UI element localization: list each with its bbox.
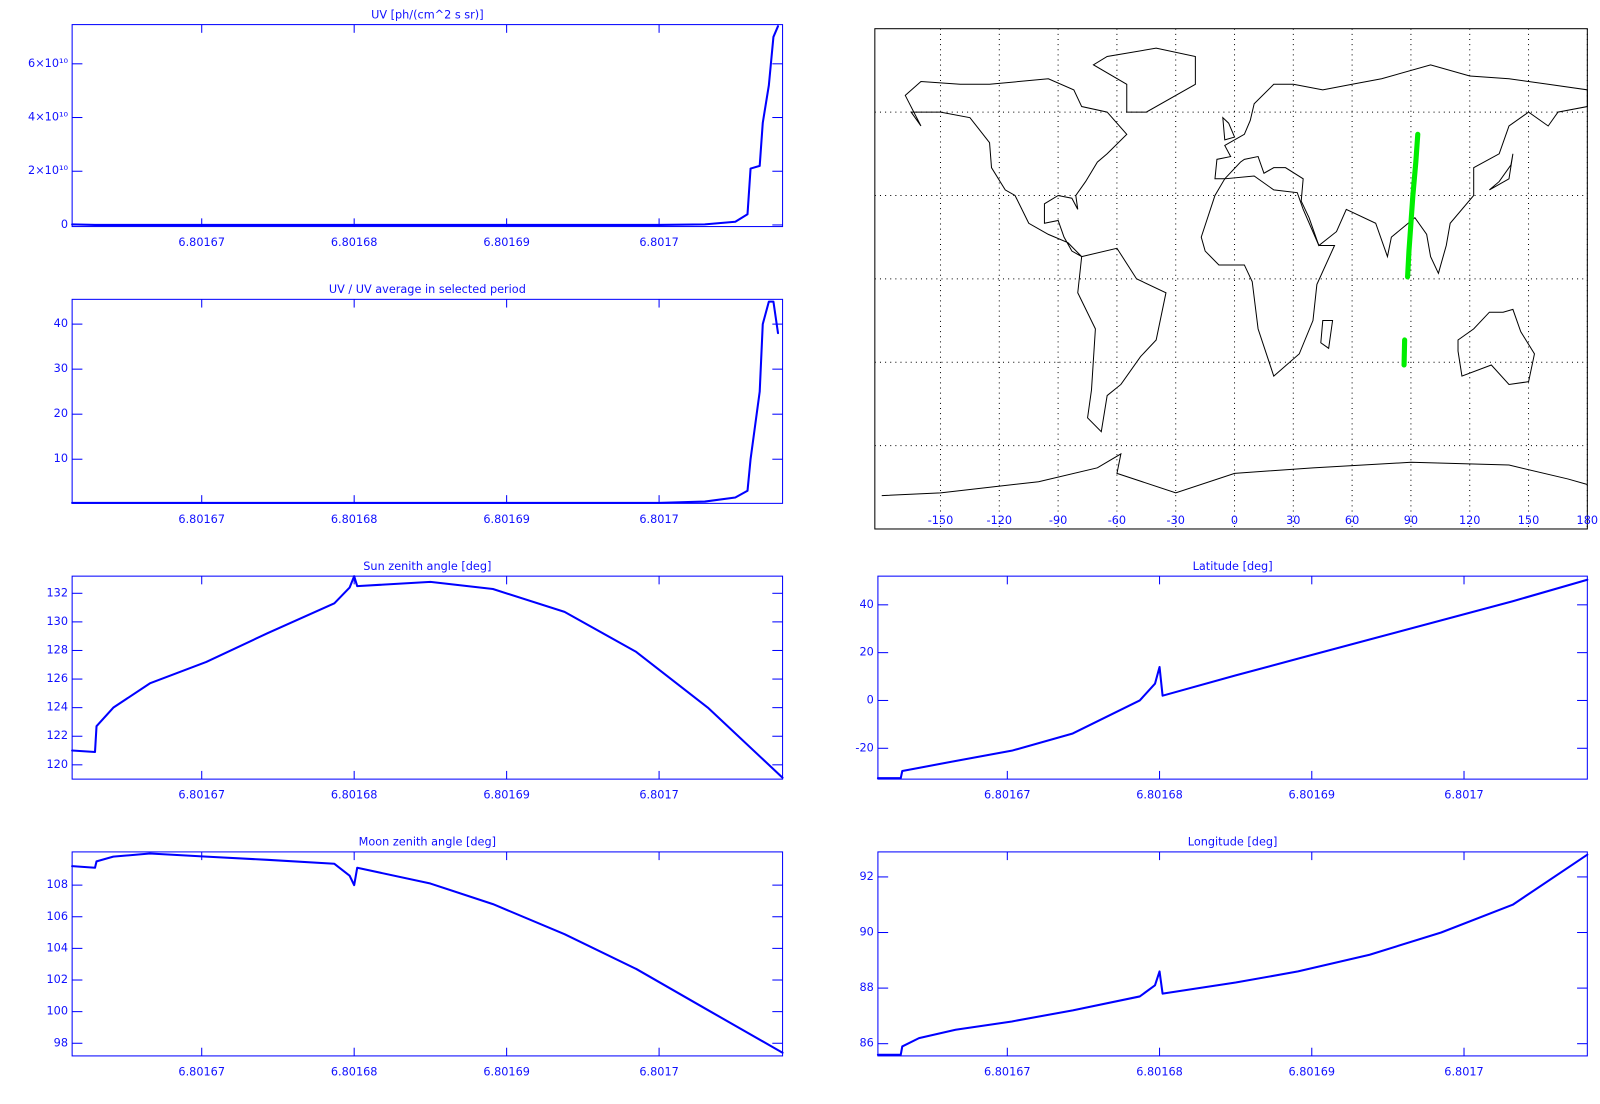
x-tick-label: -90: [1049, 514, 1067, 527]
y-tick-label: 108: [47, 878, 69, 891]
y-tick-label: 30: [54, 362, 68, 375]
plot-frame: [877, 851, 1588, 1057]
chart-title: UV [ph/(cm^2 s sr)]: [371, 8, 484, 21]
y-tick-label: 0: [61, 218, 68, 231]
line-chart: UV [ph/(cm^2 s sr)] 6.80167 6.80168 6.80169…: [28, 8, 784, 249]
map-chart: -150 -120 -90 -60 -30 0 30 60 90 120 150 180: [874, 28, 1599, 530]
x-tick-label: 6.80167: [178, 789, 225, 802]
data-line: [71, 575, 784, 779]
line-chart: Longitude [deg] 6.80167 6.80168 6.80169 6.80…: [859, 836, 1589, 1078]
x-tick-label: 6.80168: [331, 1065, 378, 1078]
x-tick-label: 6.80168: [1136, 789, 1183, 802]
x-tick-label: 6.80167: [984, 789, 1031, 802]
x-tick-label: 6.8017: [639, 1065, 678, 1078]
data-line: [71, 300, 780, 504]
line-chart: UV / UV average in selected period 6.8016…: [54, 283, 784, 526]
x-tick-label: 6.80169: [483, 236, 530, 249]
x-tick-label: -30: [1167, 514, 1185, 527]
x-tick-label: 6.80168: [331, 789, 378, 802]
ground-track: [1405, 131, 1421, 280]
x-tick-label: 6.80169: [1288, 1065, 1335, 1078]
x-tick-label: -150: [928, 514, 954, 527]
x-tick-label: 6.80167: [178, 513, 225, 526]
x-tick-label: 6.80169: [483, 1065, 530, 1078]
y-tick-label: 40: [54, 317, 68, 330]
y-tick-label: 98: [54, 1036, 68, 1049]
y-tick-label: -20: [855, 741, 873, 754]
data-line: [71, 852, 784, 1054]
map-panel: [882, 48, 1588, 495]
y-tick-label: 106: [47, 910, 69, 923]
x-tick-label: 6.8017: [639, 236, 678, 249]
y-tick-label: 86: [859, 1037, 873, 1050]
x-tick-label: 6.80169: [483, 789, 530, 802]
plot-frame: [71, 298, 784, 504]
y-tick-label: 88: [859, 981, 873, 994]
y-tick-label: 92: [859, 870, 873, 883]
plot-frame: [71, 575, 784, 780]
y-tick-label: 40: [859, 598, 873, 611]
y-tick-label: 0: [867, 693, 874, 706]
x-tick-label: 150: [1518, 514, 1540, 527]
x-tick-label: -60: [1108, 514, 1126, 527]
y-tick-label: 122: [47, 729, 69, 742]
y-tick-label: 130: [47, 615, 69, 628]
y-tick-label: 90: [859, 926, 873, 939]
x-tick-label: 6.80167: [984, 1065, 1031, 1078]
x-tick-label: 6.80168: [1136, 1065, 1183, 1078]
y-tick-label: 6×10¹⁰: [28, 57, 68, 70]
x-tick-label: 6.80168: [331, 236, 378, 249]
x-tick-label: 6.80169: [483, 513, 530, 526]
chart-title: Longitude [deg]: [1188, 836, 1278, 849]
data-line: [876, 578, 1589, 780]
y-tick-label: 102: [47, 973, 69, 986]
line-chart: Moon zenith angle [deg] 6.80167 6.80168 6.8…: [47, 836, 784, 1078]
y-tick-label: 100: [47, 1005, 69, 1018]
line-chart: Sun zenith angle [deg] 6.80167 6.80168 6.80…: [47, 560, 784, 802]
x-tick-label: 6.80169: [1288, 789, 1335, 802]
x-tick-label: 180: [1577, 514, 1599, 527]
x-tick-label: 6.80167: [178, 1065, 225, 1078]
x-tick-label: 90: [1404, 514, 1418, 527]
x-tick-label: 6.8017: [1444, 789, 1483, 802]
x-tick-label: 0: [1231, 514, 1238, 527]
data-line: [876, 853, 1589, 1056]
y-tick-label: 10: [54, 452, 68, 465]
x-tick-label: -120: [987, 514, 1013, 527]
chart-title: UV / UV average in selected period: [329, 283, 526, 296]
chart-title: Latitude [deg]: [1193, 560, 1273, 573]
chart-title: Moon zenith angle [deg]: [359, 836, 496, 849]
x-tick-label: 30: [1286, 514, 1300, 527]
plot-frame: [877, 575, 1588, 780]
y-tick-label: 104: [47, 941, 69, 954]
line-chart: Latitude [deg] 6.80167 6.80168 6.80169 6.801…: [855, 560, 1589, 802]
ground-track: [1401, 337, 1408, 368]
y-tick-label: 20: [859, 646, 873, 659]
x-tick-label: 6.80168: [331, 513, 378, 526]
plot-frame: [71, 851, 784, 1057]
x-tick-label: 6.8017: [639, 513, 678, 526]
x-tick-label: 6.80167: [178, 236, 225, 249]
chart-title: Sun zenith angle [deg]: [363, 560, 491, 573]
data-line: [71, 25, 780, 226]
x-tick-label: 6.8017: [1444, 1065, 1483, 1078]
y-tick-label: 20: [54, 407, 68, 420]
y-tick-label: 4×10¹⁰: [28, 111, 68, 124]
y-tick-label: 128: [47, 643, 69, 656]
y-tick-label: 126: [47, 672, 69, 685]
y-tick-label: 2×10¹⁰: [28, 164, 68, 177]
y-tick-label: 132: [47, 586, 69, 599]
x-tick-label: 120: [1459, 514, 1481, 527]
plot-frame: [71, 24, 784, 228]
y-tick-label: 124: [47, 701, 69, 714]
x-tick-label: 6.8017: [639, 789, 678, 802]
y-tick-label: 120: [47, 758, 69, 771]
x-tick-label: 60: [1345, 514, 1359, 527]
coastlines: [882, 48, 1588, 495]
